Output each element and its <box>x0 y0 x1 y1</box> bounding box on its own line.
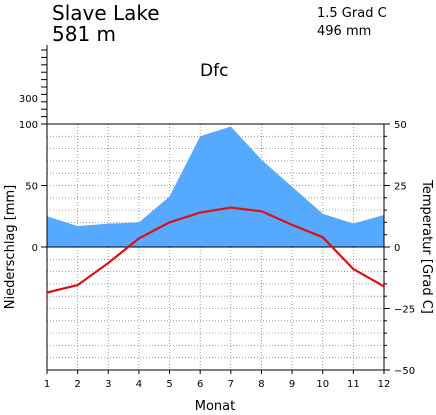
temperature-point <box>291 223 294 226</box>
month-tick-label: 11 <box>347 379 360 390</box>
precip-tick-label: 100 <box>19 120 38 131</box>
month-tick-label: 7 <box>228 379 234 390</box>
month-tick-label: 3 <box>105 379 111 390</box>
precipitation-area-layer <box>47 126 384 247</box>
temperature-point <box>352 268 355 271</box>
precip-tick-label-upper: 300 <box>19 94 38 105</box>
month-tick-label: 1 <box>44 379 50 390</box>
month-tick-label: 9 <box>289 379 295 390</box>
mean-temperature: 1.5 Grad C <box>317 6 387 21</box>
temperature-line <box>46 206 385 294</box>
x-axis-label: Monat <box>195 399 235 414</box>
station-elevation: 581 m <box>52 22 116 46</box>
precip-tick-label: 50 <box>25 182 38 193</box>
temperature-point <box>383 285 385 288</box>
temperature-line-layer <box>46 206 385 294</box>
temperature-tick-label: −50 <box>394 366 415 377</box>
annual-precipitation: 496 mm <box>317 24 371 39</box>
temperature-tick-label: 0 <box>394 243 400 254</box>
month-tick-label: 12 <box>378 379 391 390</box>
temperature-point <box>46 291 48 294</box>
axes <box>41 45 390 374</box>
station-name: Slave Lake <box>52 1 160 25</box>
left-axis-label: Niederschlag [mm] <box>3 185 18 310</box>
temperature-point <box>321 236 324 239</box>
month-tick-label: 5 <box>166 379 172 390</box>
precipitation-area <box>47 126 384 247</box>
month-tick-label: 4 <box>136 379 142 390</box>
temperature-point <box>199 211 202 214</box>
temperature-point <box>107 261 110 264</box>
temperature-tick-label: −25 <box>394 305 415 316</box>
month-tick-label: 8 <box>258 379 264 390</box>
temperature-point <box>137 237 140 240</box>
month-tick-label: 10 <box>316 379 329 390</box>
right-axis-label: Temperatur [Grad C] <box>419 179 434 314</box>
temperature-point <box>260 210 263 213</box>
temperature-tick-label: 50 <box>394 120 407 131</box>
climate-class: Dfc <box>200 61 228 81</box>
temperature-point <box>229 206 232 209</box>
month-tick-label: 6 <box>197 379 203 390</box>
temperature-point <box>76 284 79 287</box>
temperature-tick-label: 25 <box>394 182 407 193</box>
temperature-point <box>168 221 171 224</box>
precip-tick-label: 0 <box>32 243 38 254</box>
month-tick-label: 2 <box>74 379 80 390</box>
